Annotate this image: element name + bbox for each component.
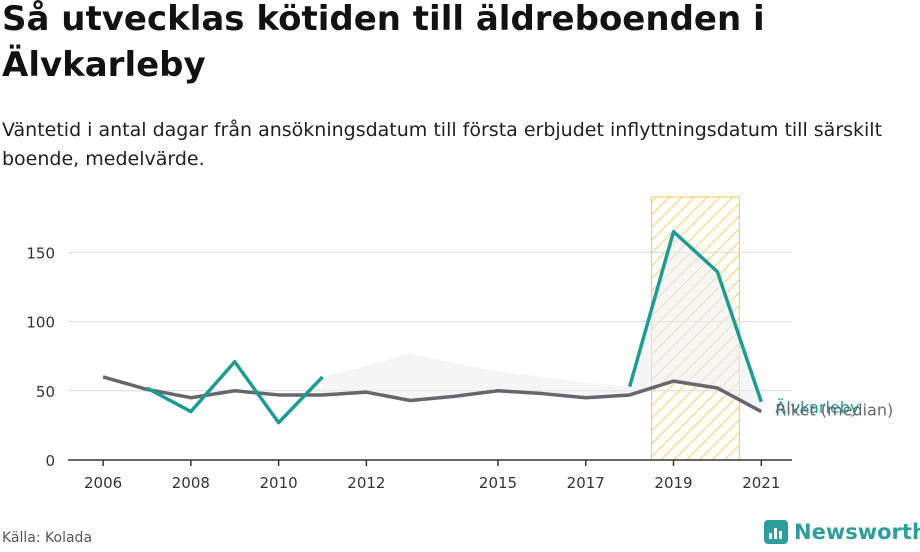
range-band bbox=[322, 231, 762, 412]
series-line-alvkarleby-2 bbox=[627, 229, 763, 403]
x-tick-label: 2015 bbox=[479, 474, 517, 492]
chart-title: Så utvecklas kötiden till äldreboenden i… bbox=[2, 0, 765, 85]
brand-name: Newsworthy bbox=[794, 520, 920, 544]
series-line-riket bbox=[102, 375, 763, 414]
series-label-riket: Riket (median) bbox=[775, 401, 893, 420]
bar-chart-icon bbox=[764, 520, 788, 544]
source-note: Källa: Kolada bbox=[2, 530, 93, 546]
x-tick-label: 2021 bbox=[742, 474, 780, 492]
series-label-alvkarleby: Älvkarleby bbox=[775, 398, 859, 417]
series-line-alvkarleby-1 bbox=[146, 359, 324, 425]
range-band-area bbox=[322, 231, 762, 412]
x-tick-label: 2012 bbox=[347, 474, 385, 492]
y-tick-label: 0 bbox=[45, 452, 55, 470]
y-tick-label: 50 bbox=[36, 383, 55, 401]
y-tick-label: 150 bbox=[26, 244, 55, 262]
x-tick-label: 2017 bbox=[567, 474, 605, 492]
chart-subtitle: Väntetid i antal dagar från ansökningsda… bbox=[2, 119, 883, 170]
y-tick-label: 100 bbox=[26, 314, 55, 332]
x-tick-label: 2010 bbox=[260, 474, 298, 492]
brand-logo: Newsworthy bbox=[764, 520, 920, 544]
x-axis: 2006 2008 2010 2012 2015 2017 2019 2021 bbox=[68, 459, 792, 492]
x-tick-label: 2008 bbox=[172, 474, 210, 492]
x-tick-label: 2019 bbox=[654, 474, 692, 492]
series-lines bbox=[102, 229, 763, 425]
x-tick-label: 2006 bbox=[84, 474, 122, 492]
